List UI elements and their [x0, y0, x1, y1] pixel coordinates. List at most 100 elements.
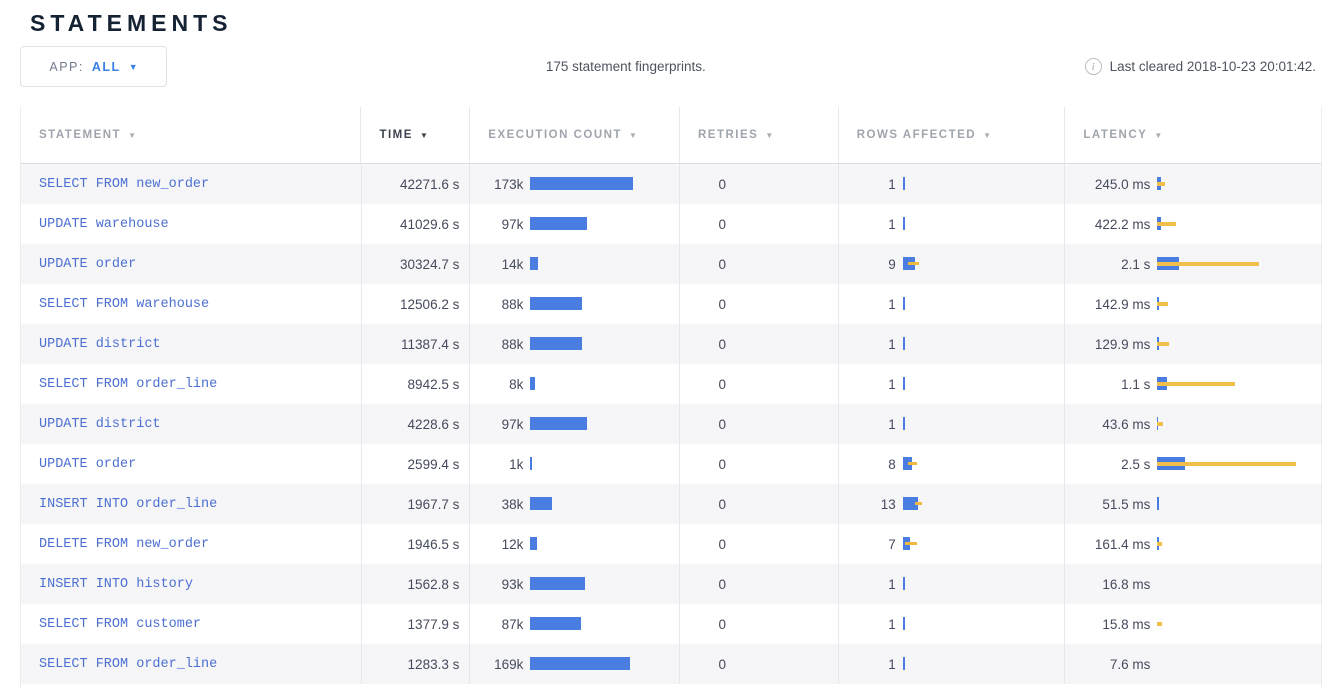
execution-count-cell: 38k	[469, 484, 679, 524]
mini-bar-chart	[1157, 337, 1321, 351]
retries-value: 0	[718, 216, 727, 232]
table-row: INSERT INTO order_line 1967.7 s 38k 0 13 51.5…	[21, 484, 1321, 524]
rows-value: 1	[888, 216, 896, 232]
statement-link[interactable]: INSERT INTO order_line	[39, 496, 218, 512]
time-value: 1283.3 s	[360, 644, 470, 684]
mini-bar-chart	[733, 377, 838, 391]
retries-cell: 0	[679, 404, 838, 444]
mean-bar	[530, 377, 536, 390]
time-value: 1377.9 s	[360, 604, 470, 644]
mini-bar-chart	[1157, 657, 1321, 671]
statement-link[interactable]: SELECT FROM warehouse	[39, 296, 210, 312]
statement-link[interactable]: SELECT FROM order_line	[39, 656, 218, 672]
info-icon[interactable]: i	[1084, 58, 1102, 75]
execution-count-cell: 169k	[469, 644, 679, 684]
mini-bar-chart	[1157, 297, 1321, 311]
column-header-execution-count[interactable]: EXECUTION COUNT ▼	[469, 107, 679, 163]
mean-bar	[530, 217, 588, 230]
execution-count-cell: 88k	[469, 324, 679, 364]
column-header-label: RETRIES	[697, 129, 759, 141]
statement-link[interactable]: INSERT INTO history	[39, 576, 193, 592]
time-value: 41029.6 s	[360, 204, 470, 244]
mini-bar-chart	[902, 417, 1065, 431]
column-header-statement[interactable]: STATEMENT ▼	[21, 107, 360, 163]
stddev-line	[914, 502, 922, 505]
rows-value: 7	[888, 536, 896, 552]
stddev-line	[1157, 542, 1163, 546]
sort-desc-icon: ▼	[628, 130, 639, 140]
latency-cell: 15.8 ms	[1064, 604, 1321, 644]
count-value: 38k	[501, 496, 524, 512]
stddev-line	[1157, 222, 1177, 226]
rows-affected-cell: 1	[837, 404, 1065, 444]
table-row: UPDATE district 11387.4 s 88k 0 1 129.9 ms	[21, 324, 1321, 364]
mini-bar-chart	[1157, 217, 1321, 231]
table-row: SELECT FROM order_line 1283.3 s 169k 0 1 7.6 …	[21, 644, 1321, 684]
mean-bar	[902, 497, 918, 510]
statement-link[interactable]: SELECT FROM new_order	[39, 176, 210, 192]
mean-bar	[902, 297, 905, 310]
mini-bar-chart	[530, 297, 679, 311]
latency-value: 2.5 s	[1121, 456, 1151, 472]
mini-bar-chart	[530, 177, 679, 191]
mini-bar-chart	[733, 497, 838, 511]
mini-bar-chart	[530, 417, 679, 431]
column-header-label: STATEMENT	[39, 129, 122, 141]
statement-link[interactable]: SELECT FROM customer	[39, 616, 202, 632]
mean-bar	[530, 497, 553, 510]
execution-count-cell: 87k	[469, 604, 679, 644]
rows-value: 1	[888, 176, 896, 192]
stddev-line	[1157, 382, 1236, 386]
column-header-latency[interactable]: LATENCY ▼	[1064, 107, 1321, 163]
latency-cell: 16.8 ms	[1064, 564, 1321, 604]
latency-cell: 51.5 ms	[1064, 484, 1321, 524]
count-value: 87k	[501, 616, 524, 632]
statement-link[interactable]: DELETE FROM new_order	[39, 536, 210, 552]
mini-bar-chart	[902, 657, 1065, 671]
statement-link[interactable]: SELECT FROM order_line	[39, 376, 218, 392]
statement-link[interactable]: UPDATE warehouse	[39, 216, 169, 232]
rows-affected-cell: 1	[837, 564, 1065, 604]
time-value: 42271.6 s	[360, 164, 470, 204]
table-row: SELECT FROM order_line 8942.5 s 8k 0 1 1.1 s	[21, 364, 1321, 404]
stddev-line	[1157, 462, 1297, 466]
mini-bar-chart	[733, 217, 838, 231]
statement-link[interactable]: UPDATE order	[39, 256, 137, 272]
rows-affected-cell: 13	[837, 484, 1065, 524]
retries-value: 0	[718, 616, 727, 632]
statement-link[interactable]: UPDATE district	[39, 336, 161, 352]
stddev-line	[1157, 342, 1170, 346]
mini-bar-chart	[530, 377, 679, 391]
rows-affected-cell: 1	[837, 644, 1065, 684]
statement-link[interactable]: UPDATE order	[39, 456, 137, 472]
count-value: 8k	[509, 376, 524, 392]
mini-bar-chart	[1157, 417, 1321, 431]
stddev-line	[907, 262, 919, 265]
mean-bar	[902, 217, 905, 230]
statement-link[interactable]: UPDATE district	[39, 416, 161, 432]
time-value: 1562.8 s	[360, 564, 470, 604]
page-title: STATEMENTS	[30, 10, 233, 36]
retries-value: 0	[718, 256, 727, 272]
rows-affected-cell: 1	[837, 364, 1065, 404]
latency-cell: 129.9 ms	[1064, 324, 1321, 364]
time-value: 12506.2 s	[360, 284, 470, 324]
mini-bar-chart	[902, 297, 1065, 311]
rows-affected-cell: 1	[837, 284, 1065, 324]
time-value: 2599.4 s	[360, 444, 470, 484]
mini-bar-chart	[733, 537, 838, 551]
app-filter-dropdown[interactable]: APP: ALL ▼	[20, 46, 167, 87]
mini-bar-chart	[902, 537, 1065, 551]
column-header-retries[interactable]: RETRIES ▼	[678, 107, 838, 163]
column-header-label: ROWS AFFECTED	[856, 129, 977, 141]
column-header-rows-affected[interactable]: ROWS AFFECTED ▼	[837, 107, 1065, 163]
rows-affected-cell: 9	[837, 244, 1065, 284]
mini-bar-chart	[902, 337, 1065, 351]
retries-value: 0	[718, 336, 727, 352]
column-header-time[interactable]: TIME ▼	[360, 107, 469, 163]
latency-cell: 2.1 s	[1064, 244, 1321, 284]
count-value: 93k	[501, 576, 524, 592]
retries-cell: 0	[679, 164, 838, 204]
mini-bar-chart	[733, 257, 838, 271]
time-value: 1967.7 s	[360, 484, 470, 524]
